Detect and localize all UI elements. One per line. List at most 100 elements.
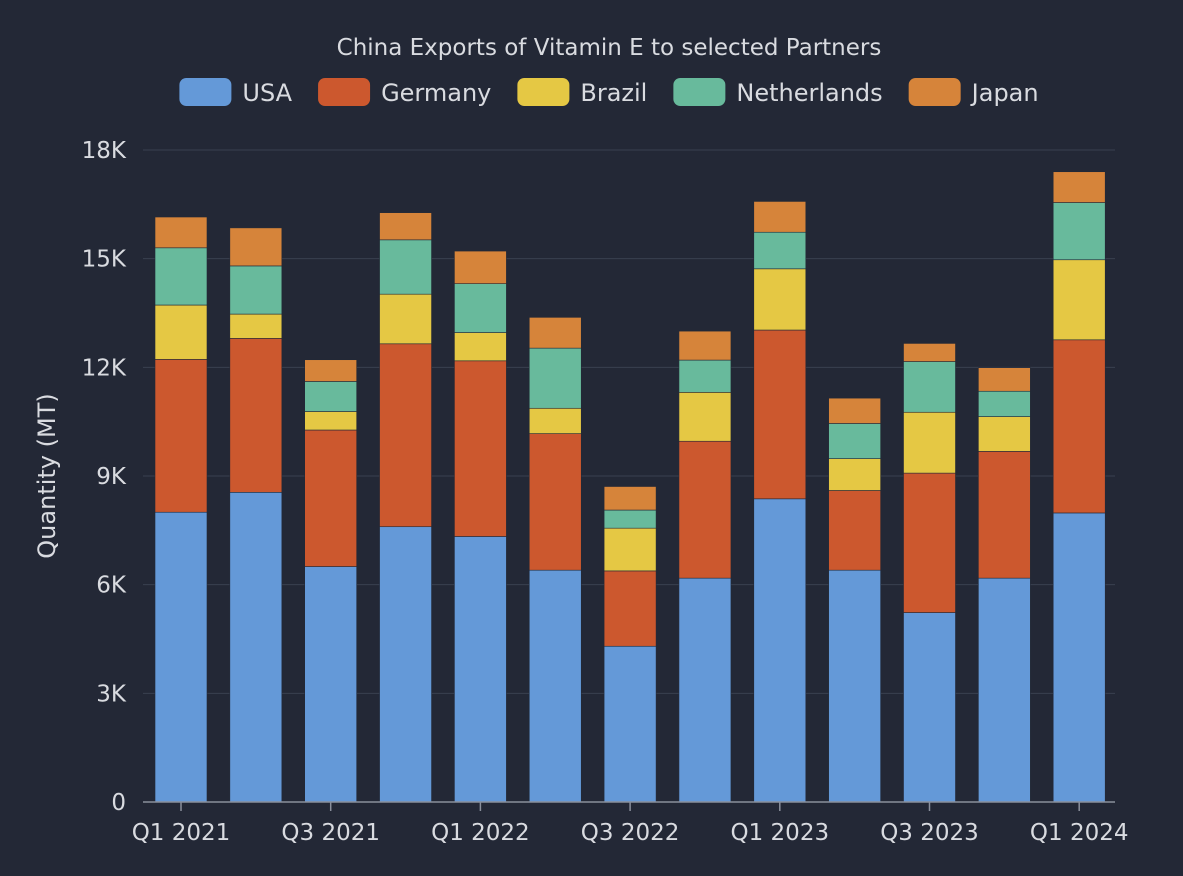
bar-segment-usa[interactable] <box>379 526 432 803</box>
x-tick-label: Q3 2021 <box>281 820 380 846</box>
bar-segment-japan[interactable] <box>678 330 732 361</box>
bar-segment-brazil[interactable] <box>229 313 283 339</box>
legend-swatch <box>318 78 371 106</box>
legend-item-brazil[interactable]: Brazil <box>517 78 647 107</box>
bar-segment-brazil[interactable] <box>454 332 507 362</box>
bar-segment-usa[interactable] <box>304 566 358 803</box>
bar-segment-brazil[interactable] <box>379 293 432 345</box>
bar-segment-japan[interactable] <box>753 201 807 233</box>
bar-segment-netherlands[interactable] <box>454 283 507 333</box>
y-tick-label: 12K <box>82 355 127 381</box>
bar-segment-japan[interactable] <box>454 250 507 284</box>
legend-swatch <box>517 78 570 106</box>
bar-segment-usa[interactable] <box>528 569 582 803</box>
legend-swatch <box>179 78 232 106</box>
bar-segment-germany[interactable] <box>903 472 956 613</box>
bar-segment-germany[interactable] <box>528 433 582 571</box>
bar-segment-usa[interactable] <box>603 645 657 803</box>
bar-segment-japan[interactable] <box>978 367 1031 392</box>
bar-segment-usa[interactable] <box>903 612 956 803</box>
bar-segment-netherlands[interactable] <box>379 239 432 295</box>
bar-segment-brazil[interactable] <box>828 458 881 491</box>
legend-swatch <box>673 78 726 106</box>
bar-segment-germany[interactable] <box>828 490 881 571</box>
y-tick-label: 6K <box>96 573 127 599</box>
legend-swatch <box>908 78 961 106</box>
legend-item-germany[interactable]: Germany <box>318 78 491 107</box>
bar-segment-japan[interactable] <box>603 486 657 511</box>
bar-segment-brazil[interactable] <box>1052 259 1106 341</box>
bars <box>154 171 1106 803</box>
legend-label: Germany <box>381 79 491 107</box>
bar-segment-usa[interactable] <box>828 569 881 803</box>
y-tick-label: 0 <box>111 790 126 816</box>
x-tick-label: Q3 2022 <box>581 820 680 846</box>
bar-segment-germany[interactable] <box>229 338 283 493</box>
bar-segment-japan[interactable] <box>828 397 881 424</box>
bar-segment-usa[interactable] <box>154 511 208 803</box>
y-tick-label: 9K <box>96 464 127 490</box>
x-tick-label: Q1 2021 <box>132 820 231 846</box>
bar-segment-japan[interactable] <box>379 212 432 241</box>
bar-segment-usa[interactable] <box>678 577 732 803</box>
bar-segment-netherlands[interactable] <box>753 231 807 270</box>
bar-segment-brazil[interactable] <box>678 392 732 442</box>
bar-segment-netherlands[interactable] <box>978 390 1031 417</box>
legend-item-usa[interactable]: USA <box>179 78 293 107</box>
bar-segment-brazil[interactable] <box>603 527 657 572</box>
x-tick-label: Q3 2023 <box>880 820 979 846</box>
bar-segment-japan[interactable] <box>154 216 208 249</box>
legend: USA Germany Brazil Netherlands Japan <box>179 78 1039 107</box>
bar-segment-germany[interactable] <box>379 343 432 528</box>
bar-segment-usa[interactable] <box>1052 512 1106 803</box>
legend-label: Japan <box>970 79 1039 107</box>
x-tick-label: Q1 2024 <box>1030 820 1129 846</box>
bar-segment-germany[interactable] <box>678 440 732 579</box>
bar-segment-netherlands[interactable] <box>678 359 732 393</box>
bar-segment-brazil[interactable] <box>154 304 208 360</box>
bar-segment-brazil[interactable] <box>753 268 807 331</box>
legend-item-japan[interactable]: Japan <box>908 78 1039 107</box>
bar-segment-brazil[interactable] <box>528 407 582 434</box>
y-tick-label: 15K <box>82 247 127 273</box>
bar-segment-japan[interactable] <box>528 317 582 349</box>
bar-segment-brazil[interactable] <box>304 411 358 431</box>
legend-item-netherlands[interactable]: Netherlands <box>673 78 883 107</box>
bar-segment-netherlands[interactable] <box>1052 202 1106 261</box>
bar-segment-germany[interactable] <box>978 451 1031 579</box>
x-tick-label: Q1 2023 <box>731 820 830 846</box>
x-tick-label: Q1 2022 <box>431 820 530 846</box>
bar-segment-netherlands[interactable] <box>229 265 283 315</box>
x-axis: Q1 2021 Q3 2021 Q1 2022 Q3 2022 Q1 2023 Q3 20… <box>132 801 1129 846</box>
bar-segment-usa[interactable] <box>229 491 283 803</box>
bar-segment-germany[interactable] <box>454 360 507 537</box>
bar-segment-germany[interactable] <box>1052 339 1106 514</box>
bar-segment-germany[interactable] <box>603 570 657 647</box>
bar-segment-japan[interactable] <box>229 227 283 267</box>
bar-segment-japan[interactable] <box>903 343 956 362</box>
legend-label: USA <box>242 79 292 107</box>
bar-segment-germany[interactable] <box>753 329 807 500</box>
bar-segment-usa[interactable] <box>454 536 507 803</box>
y-tick-label: 3K <box>96 681 127 707</box>
y-axis: 0 3K 6K 9K 12K 15K 18K <box>82 138 127 816</box>
bar-segment-netherlands[interactable] <box>528 347 582 409</box>
chart-title: China Exports of Vitamin E to selected P… <box>337 35 882 61</box>
bar-segment-brazil[interactable] <box>978 416 1031 452</box>
bar-segment-netherlands[interactable] <box>603 509 657 529</box>
bar-segment-japan[interactable] <box>304 359 358 382</box>
bar-segment-germany[interactable] <box>154 359 208 513</box>
bar-segment-usa[interactable] <box>753 498 807 803</box>
bar-segment-netherlands[interactable] <box>154 247 208 306</box>
bar-segment-usa[interactable] <box>978 577 1031 803</box>
bar-segment-japan[interactable] <box>1052 171 1106 203</box>
y-axis-label: Quantity (MT) <box>33 393 61 558</box>
bar-segment-netherlands[interactable] <box>903 361 956 413</box>
legend-label: Netherlands <box>736 79 882 107</box>
bar-segment-netherlands[interactable] <box>828 423 881 459</box>
bar-segment-netherlands[interactable] <box>304 381 358 412</box>
bar-segment-brazil[interactable] <box>903 411 956 474</box>
y-tick-label: 18K <box>82 138 127 164</box>
bar-segment-germany[interactable] <box>304 429 358 567</box>
